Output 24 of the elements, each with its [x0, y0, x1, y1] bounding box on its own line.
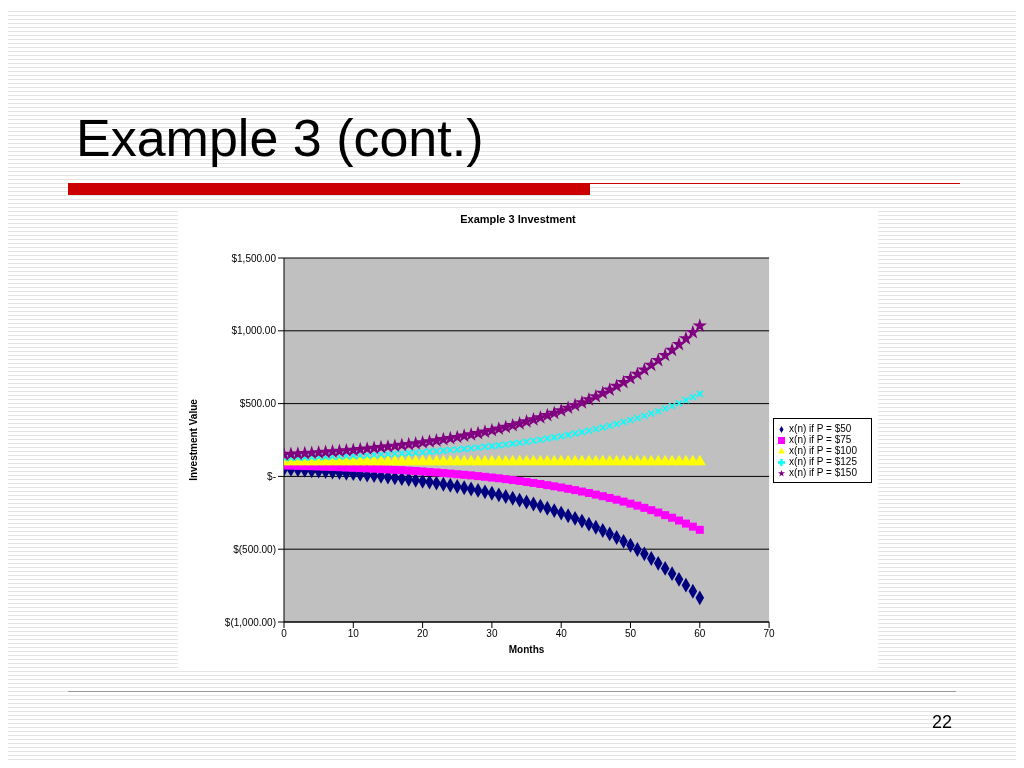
x-tick-label: 70 [763, 628, 776, 640]
legend-label: x(n) if P = $100 [789, 445, 857, 456]
legend-label: x(n) if P = $150 [789, 467, 857, 478]
legend-label: x(n) if P = $50 [789, 423, 852, 434]
x-tick-label: 10 [347, 628, 360, 640]
y-axis-title: Investment Value [187, 398, 199, 481]
y-tick-label: $(500.00) [233, 543, 276, 555]
chart-title: Example 3 Investment [459, 213, 577, 225]
y-tick-label: $1,000.00 [231, 325, 277, 337]
x-tick-label: 60 [694, 628, 706, 640]
y-tick-label: $- [267, 470, 276, 482]
legend-label: x(n) if P = $75 [789, 434, 852, 445]
x-tick-label: 20 [417, 628, 429, 640]
x-tick-label: 40 [555, 628, 568, 640]
legend-label: x(n) if P = $125 [789, 456, 857, 467]
x-tick-label: 30 [486, 628, 498, 640]
y-tick-label: $1,500.00 [231, 252, 277, 264]
x-tick-label: 0 [281, 628, 288, 640]
y-tick-label: $(1,000.00) [224, 616, 276, 628]
y-tick-label: $500.00 [239, 398, 277, 410]
x-tick-label: 50 [624, 628, 637, 640]
text: Example 3 (cont.) [76, 108, 484, 168]
text: 22 [931, 712, 952, 733]
x-axis-title: Months [508, 644, 545, 655]
